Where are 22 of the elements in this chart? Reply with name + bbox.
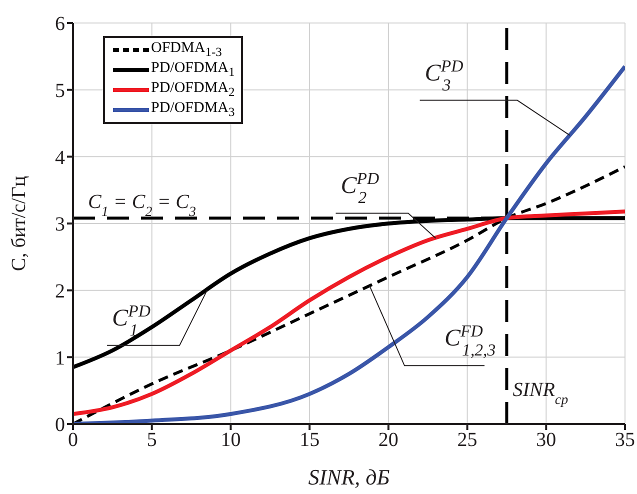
y-tick-label: 6 — [55, 13, 65, 36]
x-tick-label: 10 — [220, 429, 241, 452]
y-tick-label: 0 — [55, 414, 65, 436]
y-axis-title: C, бит/с/Гц — [8, 176, 30, 272]
ref-line-label: C$_{1}$ = C$_{2}$ = C$_{3}$ — [88, 191, 196, 220]
ref-line-label: SINR$_{cp}$ — [512, 379, 568, 408]
y-tick-label: 2 — [55, 280, 65, 302]
legend-label: PD/OFDMA$_{1}$ — [151, 60, 235, 80]
y-tick-label: 3 — [55, 214, 65, 236]
legend-label: PD/OFDMA$_{2}$ — [151, 80, 235, 100]
x-tick-label: 5 — [146, 429, 157, 452]
legend-label: PD/OFDMA$_{3}$ — [151, 100, 235, 120]
y-tick-label: 4 — [55, 146, 65, 169]
y-tick-label: 5 — [55, 80, 65, 102]
legend-label: OFDMA$_{1-3}$ — [151, 40, 222, 60]
x-tick-label: 30 — [536, 429, 556, 452]
x-axis-title: SINR, дБ — [308, 464, 390, 490]
x-tick-label: 20 — [378, 429, 398, 452]
x-tick-label: 15 — [300, 429, 320, 452]
x-tick-label: 35 — [615, 429, 635, 452]
y-tick-label: 1 — [55, 347, 65, 370]
x-tick-label: 25 — [457, 429, 478, 452]
